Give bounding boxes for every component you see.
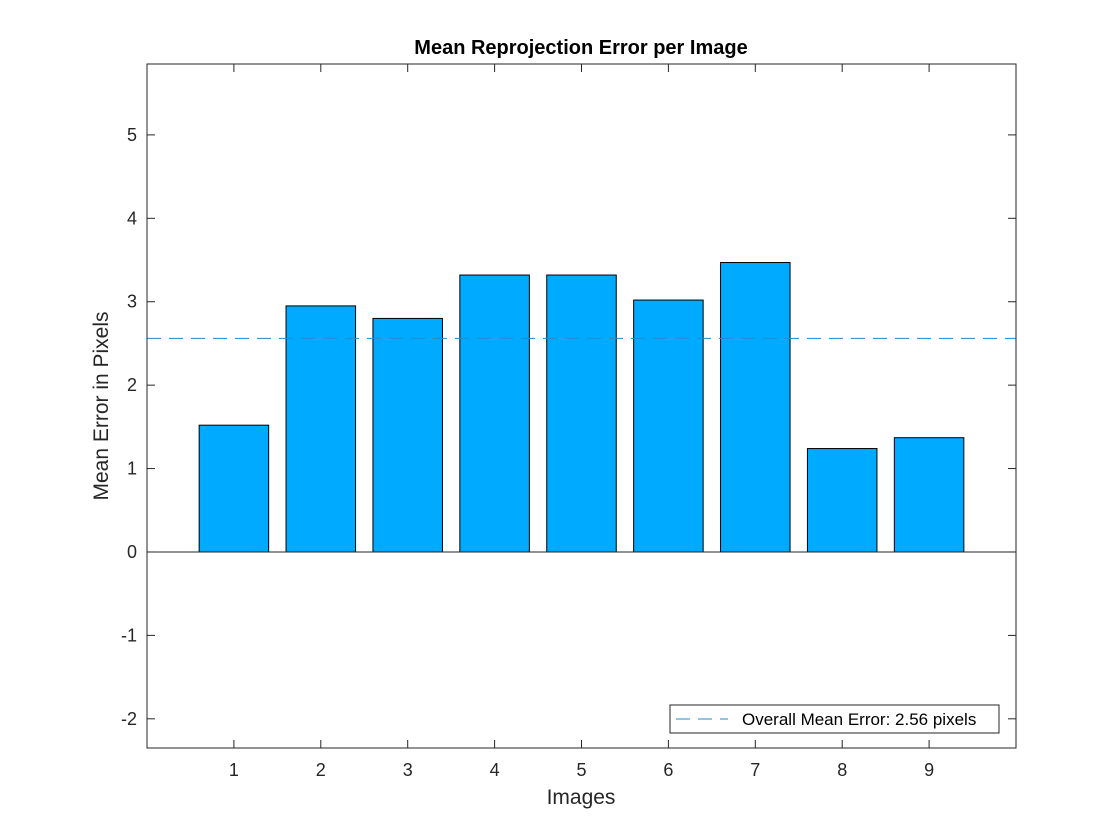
y-tick-label: 5 [127,125,137,145]
y-tick-label: 2 [127,375,137,395]
y-tick-label: 1 [127,459,137,479]
x-tick-label: 3 [403,760,413,780]
bar-image-1 [198,424,270,553]
bar-image-9 [893,437,965,553]
legend-entry: Overall Mean Error: 2.56 pixels [742,710,976,729]
bars-layer [198,262,965,553]
bar-image-6 [633,299,704,553]
y-tick-label: -2 [121,709,137,729]
x-tick-label: 9 [924,760,934,780]
x-tick-label: 4 [490,760,500,780]
bar-image-2 [285,305,357,553]
y-axis-label: Mean Error in Pixels [90,311,113,500]
y-tick-label: 4 [127,208,137,228]
x-tick-label: 8 [837,760,847,780]
x-tick-label: 7 [750,760,760,780]
x-tick-label: 6 [663,760,673,780]
y-tick-label: 3 [127,292,137,312]
bar-image-8 [806,448,878,553]
bar-image-5 [546,274,617,553]
x-tick-label: 1 [229,760,239,780]
x-tick-label: 5 [576,760,586,780]
y-ticks-layer: -2 -1 0 1 2 3 4 5 [121,125,1016,729]
x-ticks-layer: 1 2 3 4 5 6 7 8 9 [229,64,934,780]
chart-title: Mean Reprojection Error per Image [414,37,747,59]
bar-image-7 [720,262,791,553]
bar-image-4 [459,274,530,553]
y-tick-label: 0 [127,542,137,562]
x-tick-label: 2 [316,760,326,780]
legend: Overall Mean Error: 2.56 pixels [669,704,1000,734]
bar-image-3 [372,317,443,553]
x-axis-label: Images [547,786,616,809]
y-tick-label: -1 [121,625,137,645]
